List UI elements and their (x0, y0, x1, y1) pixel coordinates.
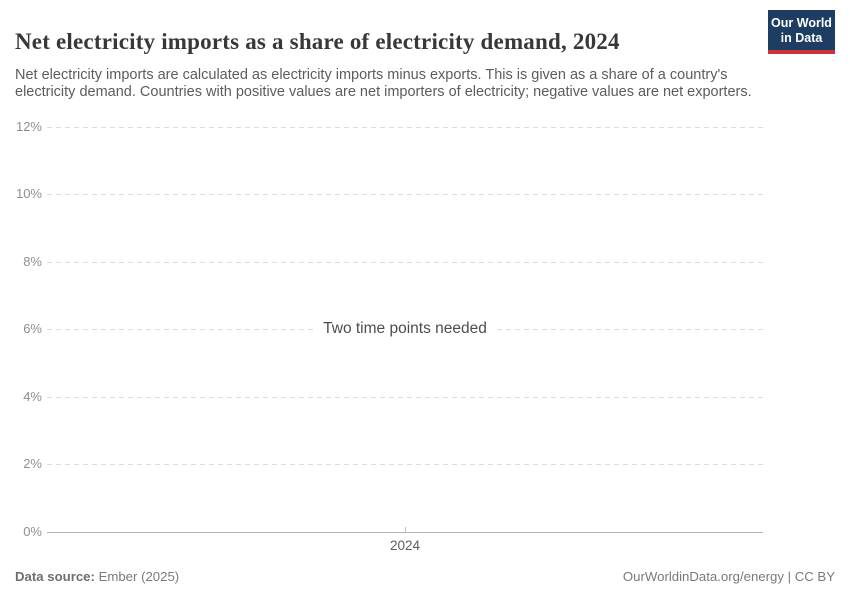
gridline (47, 397, 763, 398)
y-axis-tick-label: 8% (23, 254, 42, 269)
y-axis-tick-label: 12% (15, 119, 42, 134)
attribution-link[interactable]: OurWorldinData.org/energy | CC BY (622, 569, 835, 584)
y-axis-tick-label: 10% (15, 186, 42, 201)
gridline (47, 194, 763, 195)
y-axis-tick-label: 2% (23, 456, 42, 471)
gridline (47, 127, 763, 128)
owid-logo[interactable]: Our World in Data (768, 10, 835, 54)
empty-state-message: Two time points needed (313, 317, 497, 341)
gridline (47, 464, 763, 465)
owid-logo-line2: in Data (780, 30, 823, 45)
owid-logo-line1: Our World (771, 16, 832, 30)
chart-subtitle: Net electricity imports are calculated a… (15, 66, 752, 101)
y-axis-tick-label: 4% (23, 389, 42, 404)
gridline (47, 262, 763, 263)
data-source-value: Ember (2025) (98, 569, 180, 584)
x-axis-tick-label: 2024 (389, 538, 421, 553)
data-source: Data source: Ember (2025) (15, 569, 179, 584)
page-title: Net electricity imports as a share of el… (15, 29, 620, 55)
x-axis-tick (405, 527, 406, 533)
y-axis-tick-label: 0% (23, 524, 42, 539)
y-axis-tick-label: 6% (23, 321, 42, 336)
data-source-label: Data source: (15, 569, 95, 584)
